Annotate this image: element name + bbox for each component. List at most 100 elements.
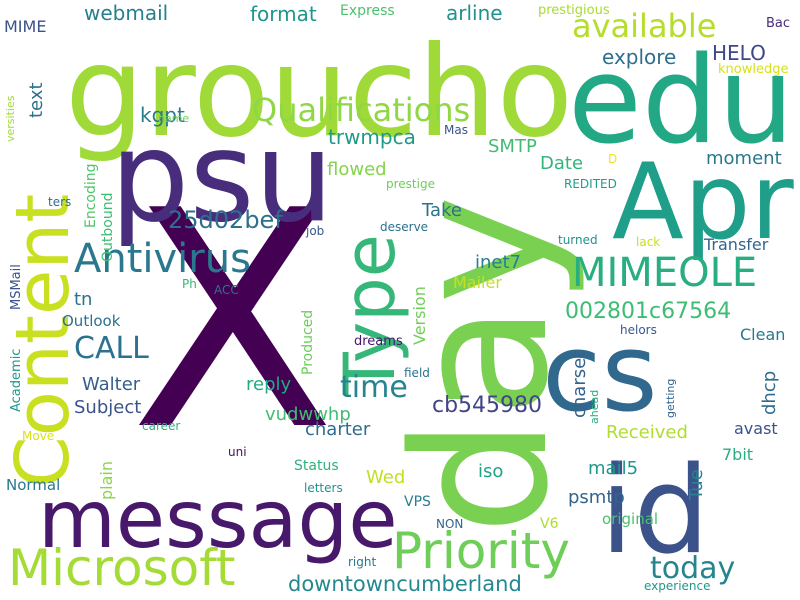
word-cb545980: cb545980 bbox=[432, 393, 542, 418]
word-letters: letters bbox=[304, 481, 343, 495]
word-received: Received bbox=[606, 422, 688, 443]
word-psmtp: psmtp bbox=[568, 487, 625, 508]
word-kgpt: kgpt bbox=[140, 103, 185, 127]
word-acc: ACC bbox=[214, 283, 239, 297]
word-walter: Walter bbox=[82, 374, 141, 395]
word-avast: avast bbox=[734, 419, 778, 438]
word-academic: Academic bbox=[9, 349, 24, 412]
word-mime: MIME bbox=[4, 17, 46, 36]
word-career: career bbox=[142, 419, 180, 433]
word-text: text bbox=[26, 82, 47, 118]
word-call: CALL bbox=[74, 331, 149, 366]
word-vudwwhp: vudwwhp bbox=[265, 404, 351, 425]
word-mail5: mail5 bbox=[588, 458, 638, 479]
word-mas: Mas bbox=[444, 123, 468, 137]
word-arline: arline bbox=[446, 1, 503, 25]
word-non: NON bbox=[436, 517, 463, 531]
word-deserve: deserve bbox=[380, 220, 428, 234]
word-transfer: Transfer bbox=[703, 235, 769, 254]
word-inet7: inet7 bbox=[475, 252, 521, 273]
word-charter: charter bbox=[305, 419, 371, 440]
word-outbound: Outbound bbox=[100, 193, 116, 262]
word-7bit: 7bit bbox=[722, 445, 753, 464]
word-msmail: MSMail bbox=[9, 264, 24, 310]
word-psu: psu bbox=[110, 105, 334, 250]
word-encoding: Encoding bbox=[83, 163, 99, 228]
word-id: id bbox=[600, 442, 710, 581]
word-v6: V6 bbox=[540, 516, 559, 532]
word-version: Version bbox=[410, 286, 429, 345]
word-dreams: dreams bbox=[354, 334, 403, 349]
word-day: day bbox=[373, 195, 589, 535]
word-move: Move bbox=[22, 429, 54, 443]
word-produced: Produced bbox=[300, 310, 316, 375]
word-tn: tn bbox=[74, 289, 92, 310]
word-microsoft: Microsoft bbox=[8, 539, 236, 597]
word-outlook: Outlook bbox=[62, 312, 121, 330]
word-plain: plain bbox=[97, 461, 116, 500]
word-d: D bbox=[608, 152, 617, 166]
word-uni: uni bbox=[228, 445, 247, 459]
word-dhcp: dhcp bbox=[759, 371, 780, 415]
word-groucho: groucho bbox=[65, 20, 573, 165]
word-ters: ters bbox=[48, 195, 71, 209]
word-getting: getting bbox=[664, 379, 677, 418]
word-normal: Normal bbox=[6, 476, 60, 494]
word-priority: Priority bbox=[392, 522, 570, 580]
word-wed: Wed bbox=[366, 467, 405, 488]
word-ph: Ph bbox=[182, 277, 197, 291]
word-webmail: webmail bbox=[84, 1, 168, 25]
word-flowed: flowed bbox=[327, 159, 387, 180]
word-prestige: prestige bbox=[386, 177, 435, 191]
word-apr: Apr bbox=[612, 141, 794, 263]
word-smtp: SMTP bbox=[488, 136, 537, 157]
word-date: Date bbox=[540, 153, 583, 174]
word-take: Take bbox=[421, 200, 462, 221]
word-versities: versities bbox=[4, 95, 17, 142]
word-x: X bbox=[130, 147, 336, 496]
word-prestigious: prestigious bbox=[538, 3, 610, 18]
word-charset: charset bbox=[569, 351, 590, 418]
word-turned: turned bbox=[558, 233, 598, 247]
word-002801c67564: 002801c67564 bbox=[565, 299, 731, 324]
word-today: today bbox=[650, 551, 735, 586]
word-message: message bbox=[38, 473, 398, 566]
word-format: format bbox=[250, 2, 317, 26]
word-25d02bef: 25d02bef bbox=[168, 206, 283, 234]
word-available: available bbox=[572, 7, 716, 45]
word-ahead: ahead bbox=[588, 390, 601, 424]
word-time: time bbox=[340, 370, 408, 405]
word-original: original bbox=[602, 510, 658, 528]
word-qualifications: Qualifications bbox=[252, 91, 470, 129]
word-trwmpca: trwmpca bbox=[328, 125, 416, 149]
word-content: Content bbox=[0, 194, 86, 488]
word-type: Type bbox=[329, 234, 411, 396]
word-reply: reply bbox=[246, 374, 292, 395]
word-edu: edu bbox=[568, 32, 794, 171]
word-express: Express bbox=[340, 3, 395, 19]
word-bac: Bac bbox=[766, 16, 790, 31]
word-job: job bbox=[305, 224, 324, 238]
word-field: field bbox=[404, 366, 430, 380]
word-lack: lack bbox=[636, 235, 660, 249]
word-name: name bbox=[158, 112, 189, 125]
word-iso: iso bbox=[478, 461, 503, 482]
word-downtowncumberland: downtowncumberland bbox=[288, 572, 522, 596]
word-helors: helors bbox=[620, 323, 657, 337]
word-cs: cs bbox=[542, 311, 658, 436]
word-moment: moment bbox=[706, 148, 782, 169]
word-status: Status bbox=[294, 458, 339, 474]
word-vps: VPS bbox=[404, 494, 431, 510]
word-mailer: Mailer bbox=[453, 273, 502, 292]
word-mimeole: MIMEOLE bbox=[572, 250, 757, 296]
word-knowledge: knowledge bbox=[718, 62, 788, 77]
word-clean: Clean bbox=[740, 325, 785, 344]
word-redited: REDITED bbox=[564, 177, 617, 191]
word-experience: experience bbox=[644, 579, 711, 593]
word-tue: Tue bbox=[686, 469, 707, 501]
word-helo: HELO bbox=[712, 41, 766, 65]
word-explore: explore bbox=[602, 45, 676, 69]
word-subject: Subject bbox=[74, 397, 141, 418]
